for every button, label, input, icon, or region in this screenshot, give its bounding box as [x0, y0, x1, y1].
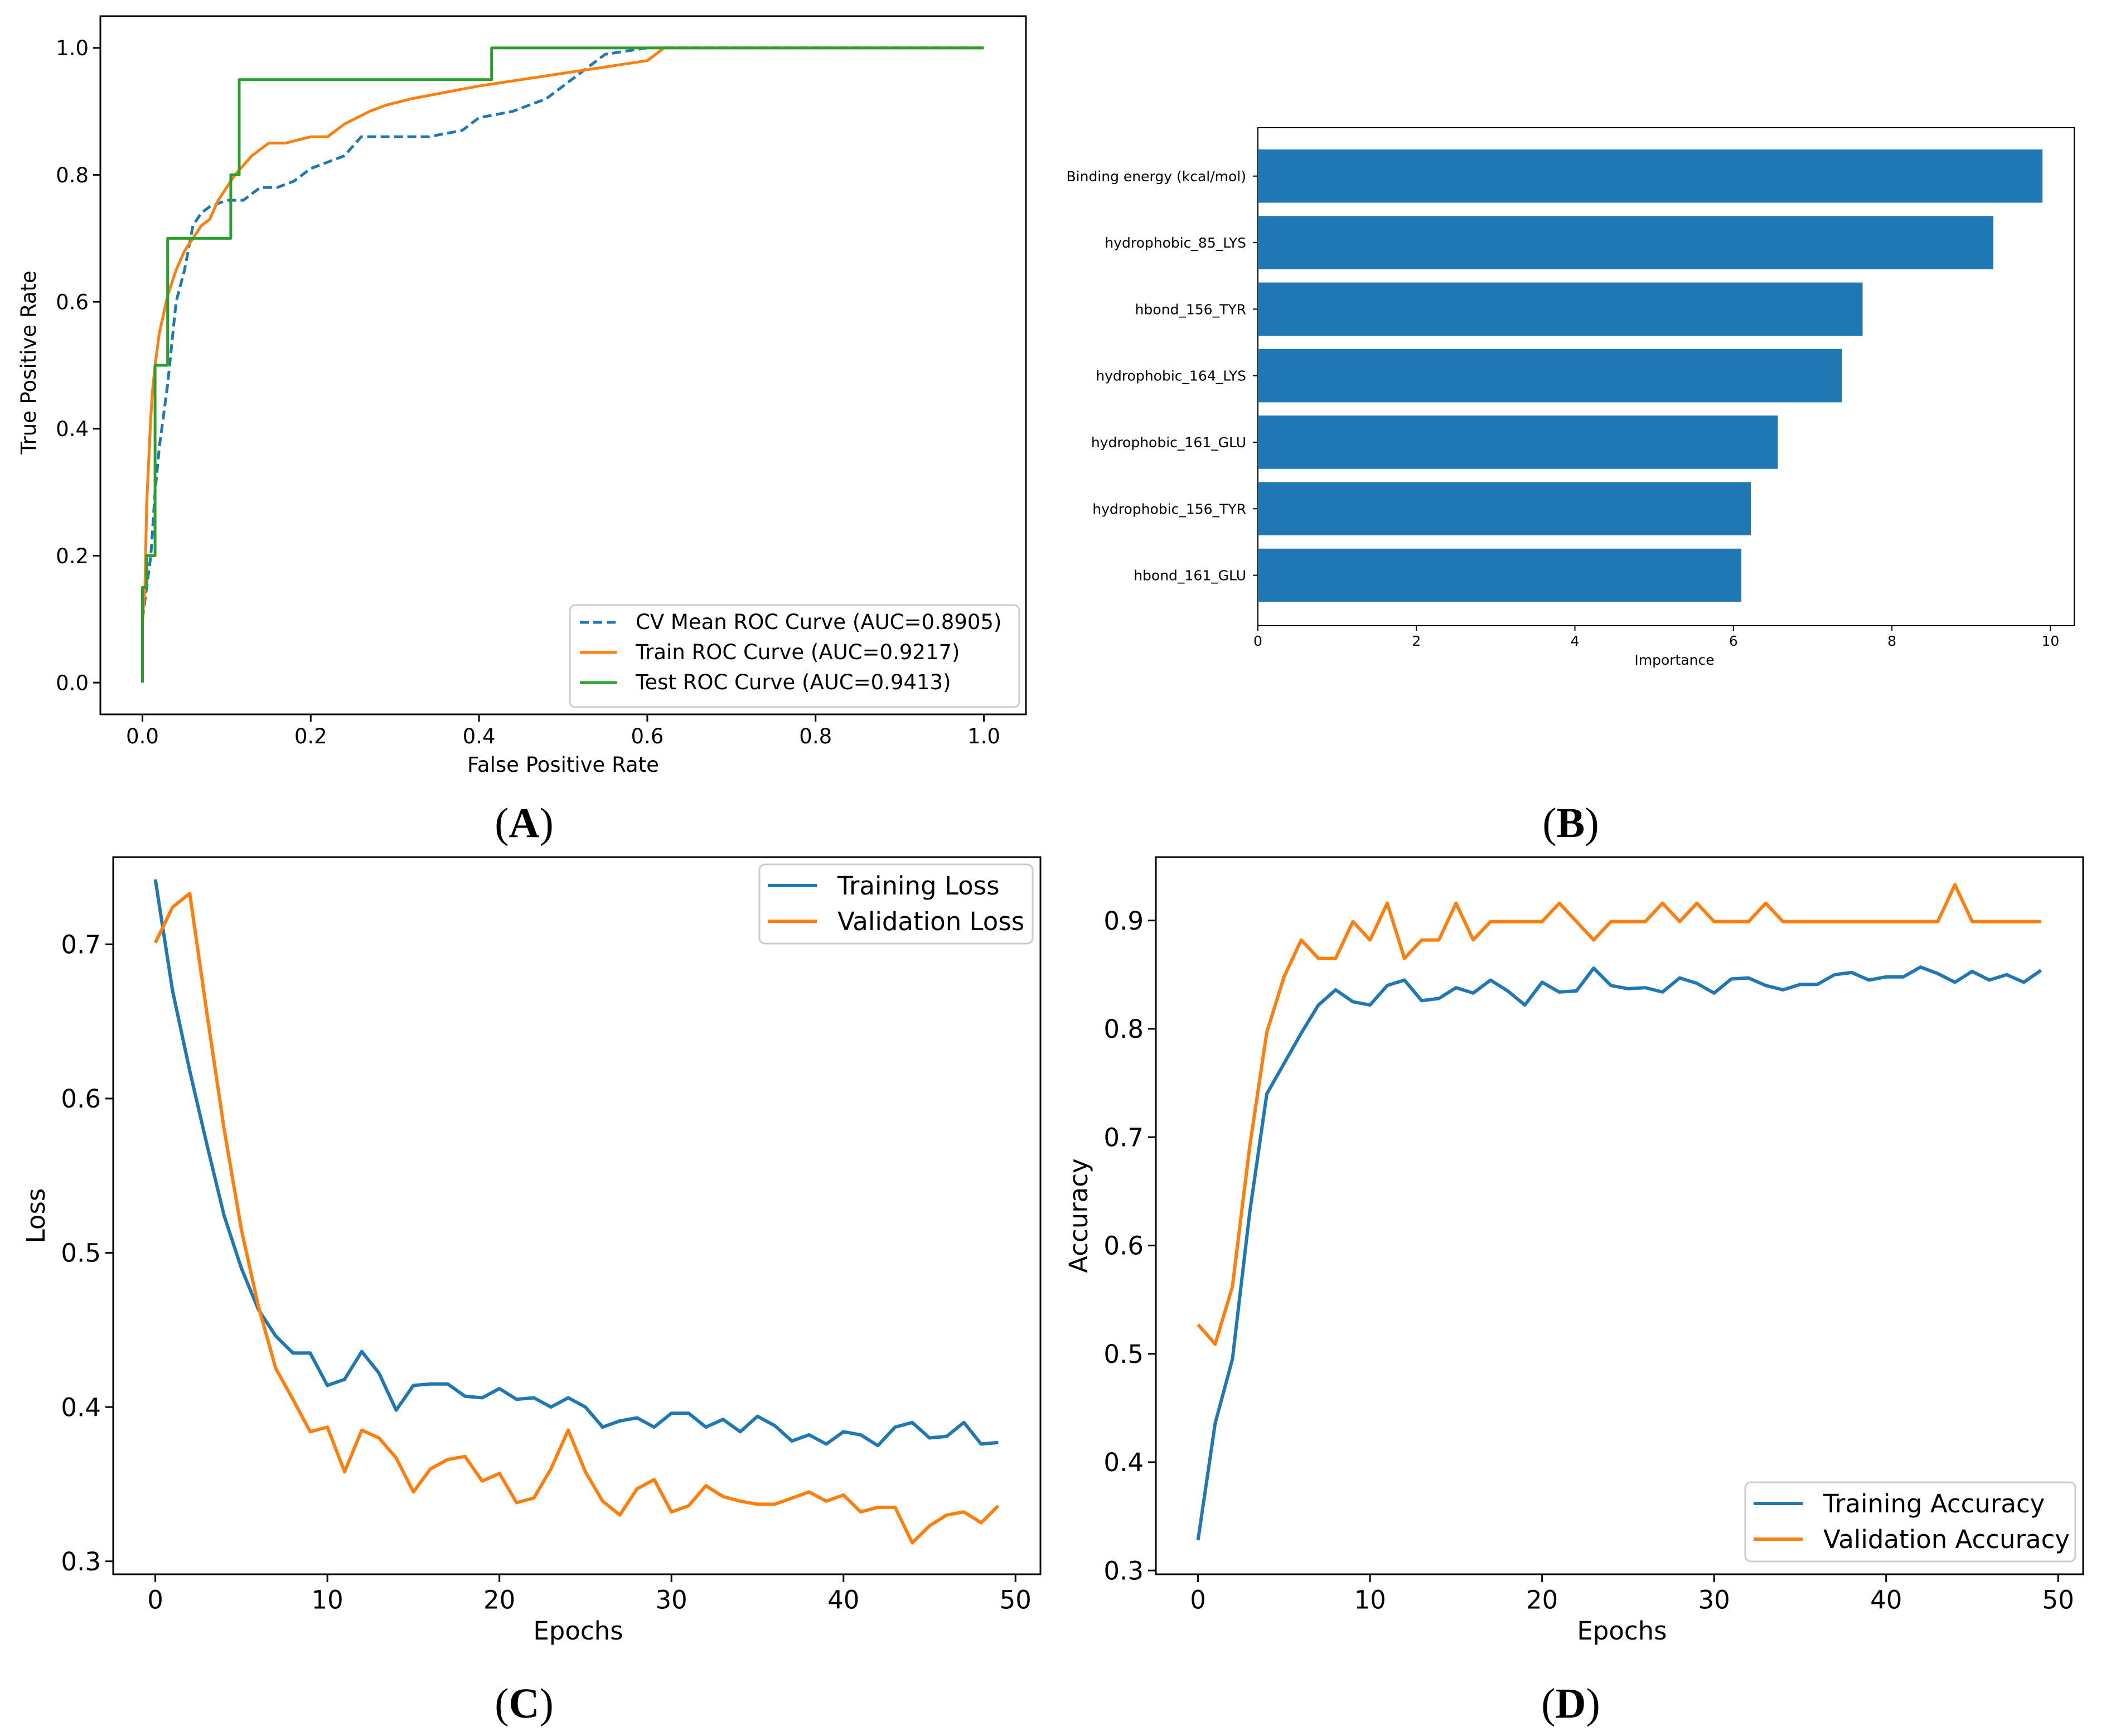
accuracy-x-tick-label: 10 [1354, 1585, 1386, 1614]
loss-plot-frame [112, 856, 1042, 1575]
loss-y-tick-label: 0.5 [61, 1239, 101, 1268]
loss-x-tick-label: 40 [827, 1585, 859, 1614]
roc-legend-train-label: Train ROC Curve (AUC=0.9217) [635, 640, 960, 664]
accuracy-plot-frame [1155, 856, 2084, 1575]
roc-legend: CV Mean ROC Curve (AUC=0.8905) Train ROC… [569, 604, 1020, 708]
roc-y-tick-label: 0.2 [56, 544, 89, 568]
accuracy-x-tick-label: 40 [1870, 1585, 1902, 1614]
roc-x-tick-label: 0.6 [631, 724, 664, 748]
accuracy-x-tick-label: 0 [1190, 1585, 1206, 1614]
accuracy-series-validation-accuracy [1197, 883, 2041, 1346]
roc-x-tick-label: 0.0 [126, 724, 159, 748]
loss-x-tick-label: 0 [147, 1585, 163, 1614]
loss-x-tick-label: 50 [1000, 1585, 1032, 1614]
accuracy-x-tick-label: 30 [1698, 1585, 1730, 1614]
loss-legend: Training Loss Validation Loss [758, 863, 1034, 945]
importance-bar-hydrophobic-85-lys [1258, 216, 1994, 269]
loss-y-tick-label: 0.7 [61, 930, 101, 959]
importance-category-label: Binding energy (kcal/mol) [1067, 168, 1247, 185]
importance-x-tick-label: 10 [2041, 633, 2059, 649]
importance-x-tick-label: 0 [1253, 633, 1262, 649]
importance-bar-hbond-161-glu [1258, 548, 1742, 602]
roc-x-tick-label: 0.8 [799, 724, 832, 748]
importance-x-tick-label: 6 [1729, 633, 1738, 649]
importance-x-axis-label: Importance [1634, 652, 1714, 668]
roc-y-tick-label: 0.8 [56, 163, 89, 187]
roc-y-tick-label: 0.0 [56, 671, 89, 695]
loss-legend-training-label: Training Loss [837, 871, 1000, 901]
importance-x-tick-label: 8 [1887, 633, 1896, 649]
loss-y-tick-label: 0.6 [61, 1084, 101, 1114]
roc-y-tick-label: 0.4 [56, 417, 89, 441]
roc-x-tick-label: 0.2 [294, 724, 327, 748]
loss-x-axis-label: Epochs [533, 1616, 623, 1646]
accuracy-y-tick-label: 0.7 [1103, 1123, 1144, 1152]
accuracy-chart-panel: 0 10 20 30 40 500.30.40.50.60.70.80.9 Epochs … [1064, 856, 2084, 1727]
roc-y-tick-label: 0.6 [56, 291, 89, 315]
accuracy-y-tick-label: 0.5 [1103, 1340, 1144, 1369]
roc-series-test-roc-curve [141, 46, 984, 683]
loss-x-tick-label: 20 [483, 1585, 515, 1614]
accuracy-series-training-accuracy [1196, 965, 2042, 1541]
importance-x-tick-label: 4 [1571, 633, 1580, 649]
panel-c-label: (C) [495, 1680, 554, 1727]
importance-bar-hydrophobic-164-lys [1258, 349, 1842, 403]
accuracy-y-tick-label: 0.9 [1103, 906, 1144, 936]
importance-chart-panel: Binding energy (kcal/mol) hydrophobic_85_… [1067, 127, 2075, 847]
importance-category-label: hydrophobic_164_LYS [1096, 368, 1246, 384]
roc-legend-cv-label: CV Mean ROC Curve (AUC=0.8905) [636, 610, 1001, 634]
importance-category-label: hbond_161_GLU [1134, 568, 1246, 584]
panel-a-label: (A) [495, 800, 554, 847]
importance-category-label: hydrophobic_85_LYS [1105, 235, 1246, 251]
accuracy-x-tick-label: 50 [2042, 1585, 2074, 1614]
importance-bar-hydrophobic-161-glu [1258, 415, 1778, 469]
loss-x-tick-label: 10 [311, 1585, 343, 1614]
roc-x-tick-label: 1.0 [967, 724, 1000, 748]
loss-series-training-loss [153, 879, 999, 1448]
roc-chart-panel: 0.0 0.2 0.4 0.6 0.8 1.0 0.0 0.2 0.4 0.6 0.8 1.0 Fal… [17, 15, 1027, 847]
accuracy-x-tick-label: 20 [1526, 1585, 1558, 1614]
roc-plot-frame [99, 15, 1027, 715]
roc-x-tick-label: 0.4 [463, 724, 496, 748]
importance-bar-binding-energy-kcal-mol [1258, 149, 2043, 203]
accuracy-legend-validation-label: Validation Accuracy [1823, 1525, 2070, 1554]
loss-series-validation-loss [153, 892, 1000, 1545]
accuracy-y-axis-label: Accuracy [1064, 1158, 1093, 1273]
roc-legend-test-label: Test ROC Curve (AUC=0.9413) [635, 670, 951, 694]
roc-y-tick-label: 1.0 [56, 36, 89, 60]
accuracy-legend: Training Accuracy Validation Accuracy [1744, 1481, 2076, 1563]
roc-series-train-roc-curve [141, 46, 984, 620]
loss-y-tick-label: 0.3 [61, 1547, 101, 1577]
importance-bar-hbond-156-tyr [1258, 282, 1863, 336]
loss-x-tick-label: 30 [656, 1585, 687, 1614]
importance-x-tick-label: 2 [1412, 633, 1421, 649]
accuracy-y-tick-label: 0.6 [1103, 1231, 1144, 1261]
accuracy-y-tick-label: 0.4 [1103, 1448, 1144, 1477]
loss-legend-validation-label: Validation Loss [837, 907, 1024, 936]
panel-b-label: (B) [1542, 800, 1599, 847]
accuracy-y-tick-label: 0.3 [1103, 1556, 1144, 1585]
panel-d-label: (D) [1541, 1680, 1600, 1727]
accuracy-legend-training-label: Training Accuracy [1823, 1489, 2045, 1519]
accuracy-x-axis-label: Epochs [1577, 1616, 1667, 1646]
accuracy-y-tick-label: 0.8 [1103, 1014, 1144, 1044]
loss-chart-panel: 0 10 20 30 40 50 0.3 0.4 0.5 0.6 0.7 Epochs Loss T… [21, 856, 1042, 1727]
roc-x-axis-label: False Positive Rate [467, 753, 659, 777]
importance-bar-hydrophobic-156-tyr [1258, 482, 1751, 535]
importance-category-label: hydrophobic_161_GLU [1091, 434, 1246, 451]
roc-y-axis-label: True Positive Rate [17, 270, 41, 455]
loss-y-tick-label: 0.4 [61, 1392, 101, 1422]
importance-category-label: hydrophobic_156_TYR [1092, 501, 1246, 517]
loss-y-axis-label: Loss [21, 1188, 51, 1244]
importance-category-label: hbond_156_TYR [1135, 301, 1246, 317]
